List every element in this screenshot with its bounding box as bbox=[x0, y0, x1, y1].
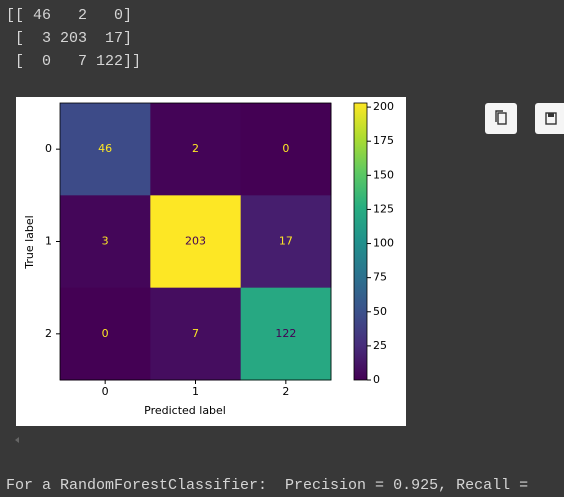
x-tick-label: 2 bbox=[282, 385, 289, 398]
scroll-left-icon[interactable] bbox=[12, 434, 24, 446]
colorbar-tick-label: 50 bbox=[373, 305, 387, 318]
heatmap-cell bbox=[240, 287, 332, 381]
cell-label: 46 bbox=[98, 142, 112, 155]
y-tick-label: 0 bbox=[45, 142, 52, 155]
cell-label: 2 bbox=[192, 142, 199, 155]
cell-label: 17 bbox=[279, 235, 293, 248]
copy-icon bbox=[495, 110, 507, 125]
colorbar-tick-label: 0 bbox=[373, 373, 380, 386]
array-output: [[ 46 2 0] [ 3 203 17] [ 0 7 122]] bbox=[6, 4, 141, 73]
heatmap-cell bbox=[60, 287, 151, 381]
summary-text: For a RandomForestClassifier: Precision … bbox=[6, 477, 529, 494]
colorbar-tick-label: 175 bbox=[373, 134, 394, 147]
confusion-matrix-plot: Predicted label True label 46 2 03 203 170 7 1… bbox=[16, 97, 406, 426]
heatmap-cell bbox=[60, 103, 151, 196]
cell-label: 0 bbox=[102, 327, 109, 340]
heatmap-cell bbox=[240, 103, 332, 196]
colorbar-tick-label: 125 bbox=[373, 202, 394, 215]
heatmap-cell bbox=[150, 287, 242, 381]
save-icon bbox=[545, 112, 557, 125]
heatmap-cell bbox=[150, 195, 242, 289]
save-button[interactable] bbox=[535, 103, 564, 134]
cell-label: 122 bbox=[275, 327, 296, 340]
colorbar-tick-label: 75 bbox=[373, 271, 387, 284]
heatmap-cell bbox=[60, 195, 151, 289]
array-line: [ 3 203 17] bbox=[6, 30, 133, 47]
y-tick-label: 2 bbox=[45, 327, 52, 340]
colorbar bbox=[353, 102, 368, 381]
heatmap-cell bbox=[240, 195, 332, 289]
colorbar-tick-label: 150 bbox=[373, 168, 394, 181]
colorbar-tick-label: 100 bbox=[373, 237, 394, 250]
y-tick-label: 1 bbox=[45, 235, 52, 248]
heatmap-cell bbox=[150, 103, 242, 196]
cell-label: 7 bbox=[192, 327, 199, 340]
x-tick-label: 1 bbox=[192, 385, 199, 398]
colorbar-tick-label: 25 bbox=[373, 339, 387, 352]
cell-label: 3 bbox=[102, 235, 109, 248]
array-line: [ 0 7 122]] bbox=[6, 53, 142, 70]
y-axis-label: True label bbox=[23, 215, 36, 269]
cell-label: 0 bbox=[282, 142, 289, 155]
cell-label: 203 bbox=[185, 235, 206, 248]
copy-button[interactable] bbox=[485, 103, 517, 134]
x-tick-label: 0 bbox=[102, 385, 109, 398]
colorbar-tick-label: 200 bbox=[373, 100, 394, 113]
x-axis-label: Predicted label bbox=[144, 404, 226, 417]
array-line: [[ 46 2 0] bbox=[6, 7, 133, 24]
